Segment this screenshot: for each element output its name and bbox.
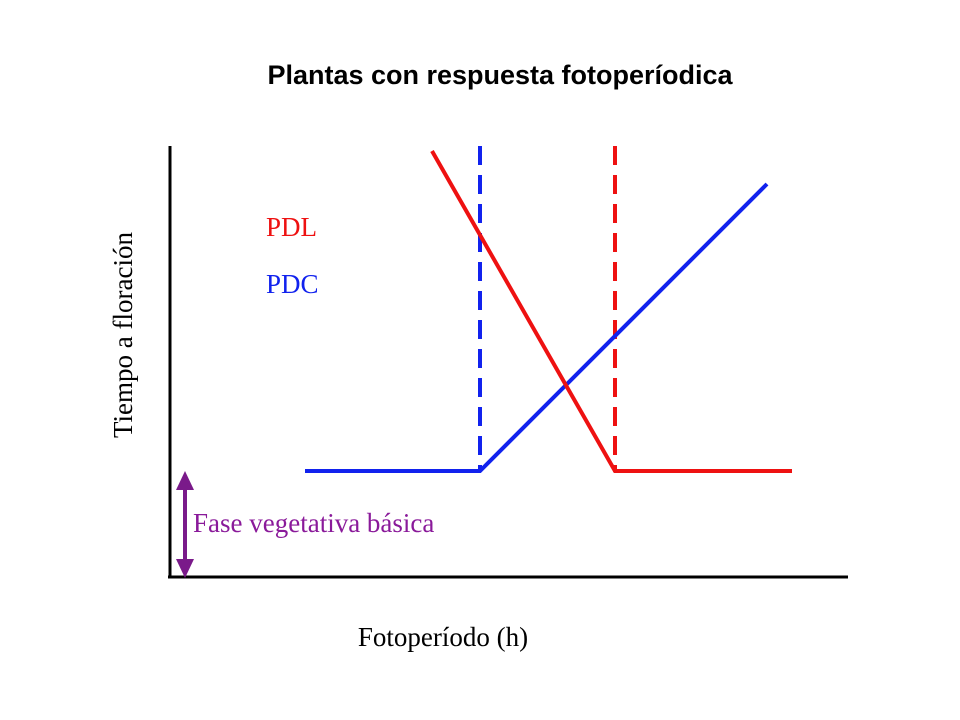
pdl-curve — [430, 150, 792, 473]
diagram-title: Plantas con respuesta fotoperíodica — [267, 60, 733, 90]
pdc-label: PDC — [266, 269, 319, 299]
x-axis-label: Fotoperíodo (h) — [358, 622, 528, 652]
pdc-curve — [305, 182, 769, 473]
pdl-label: PDL — [266, 212, 317, 242]
vegetative-phase-label: Fase vegetativa básica — [193, 508, 434, 538]
arrow-head-up — [176, 471, 194, 490]
arrow-head-down — [176, 559, 194, 578]
vegetative-phase-arrow — [176, 471, 194, 578]
y-axis-label: Tiempo a floración — [108, 232, 138, 438]
